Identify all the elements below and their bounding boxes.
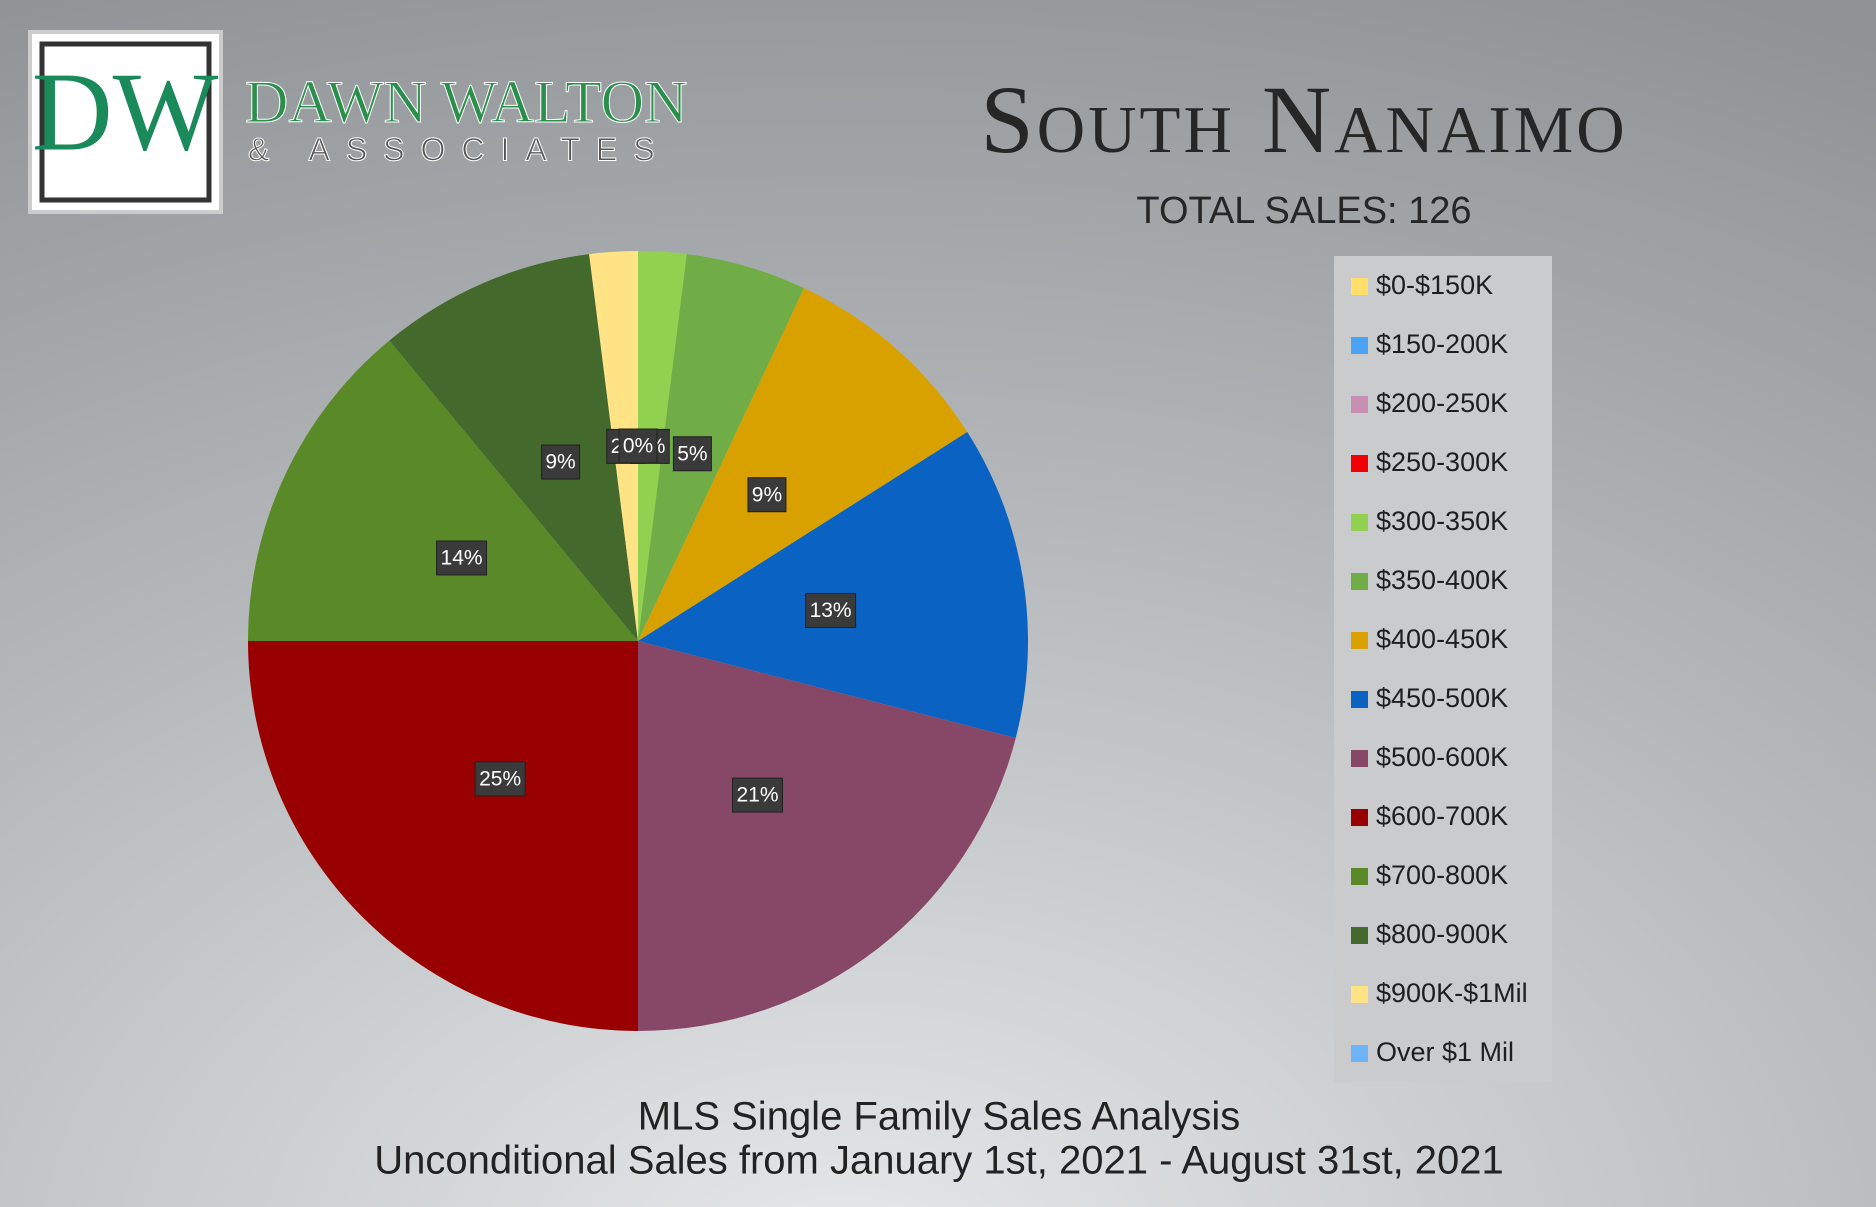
data-label: 5% [677,442,707,465]
legend-label: $500-600K [1376,742,1508,772]
legend-label: $700-800K [1376,860,1508,890]
legend-label: $0-$150K [1376,270,1493,300]
data-label-bg [436,540,488,576]
legend-label: $800-900K [1376,919,1508,949]
legend-label: $400-450K [1376,624,1508,654]
data-label-bg [474,761,526,797]
legend-swatch [1351,278,1368,295]
legend-label: $600-700K [1376,801,1508,831]
chart-title: South Nanaimo [980,66,1627,173]
footer-line: MLS Single Family Sales Analysis [638,1095,1240,1139]
pie-slice [389,254,638,642]
legend-label: $450-500K [1376,683,1508,713]
legend-swatch [1351,986,1368,1003]
logo-frame [28,30,223,214]
pie-slice [248,641,638,1031]
legend-label: $250-300K [1376,447,1508,477]
data-label-bg [747,477,787,513]
legend-swatch [1351,691,1368,708]
data-label-bg [672,436,712,472]
logo-initials: DW [32,51,219,175]
data-label-bg [732,777,784,813]
data-label: 14% [441,547,483,570]
logo-border [39,41,212,203]
legend-label: Over $1 Mil [1376,1037,1514,1067]
data-label-bg [618,428,658,464]
legend-swatch [1351,1045,1368,1062]
footer-line: Unconditional Sales from January 1st, 20… [374,1139,1504,1183]
legend-swatch [1351,750,1368,767]
legend-label: $900K-$1Mil [1376,978,1528,1008]
legend-label: $350-400K [1376,565,1508,595]
legend-swatch [1351,455,1368,472]
pie-slice [638,254,805,642]
legend-swatch [1351,337,1368,354]
pie-slice [638,288,968,641]
data-label: 9% [752,483,782,506]
logo-name: DAWN WALTON [245,69,687,135]
data-label: 0% [623,435,653,458]
data-label: 13% [810,599,852,622]
legend-swatch [1351,809,1368,826]
legend-label: $200-250K [1376,388,1508,418]
data-label: 21% [737,784,779,807]
legend-label: $300-350K [1376,506,1508,536]
pie-slice [638,641,1016,1031]
legend-label: $150-200K [1376,329,1508,359]
legend-swatch [1351,927,1368,944]
data-label-bg [541,444,581,480]
legend-swatch [1351,868,1368,885]
pie-slice [248,340,638,641]
legend-swatch [1351,573,1368,590]
chart-subtitle: TOTAL SALES: 126 [1136,190,1471,232]
data-label: 25% [479,767,521,790]
legend-swatch [1351,632,1368,649]
legend-box [1334,256,1552,1082]
legend-swatch [1351,514,1368,531]
logo-tagline: & ASSOCIATES [248,131,671,167]
data-label-bg [805,592,857,628]
pie-slice [638,432,1028,738]
legend-swatch [1351,396,1368,413]
data-label: 9% [545,451,575,474]
